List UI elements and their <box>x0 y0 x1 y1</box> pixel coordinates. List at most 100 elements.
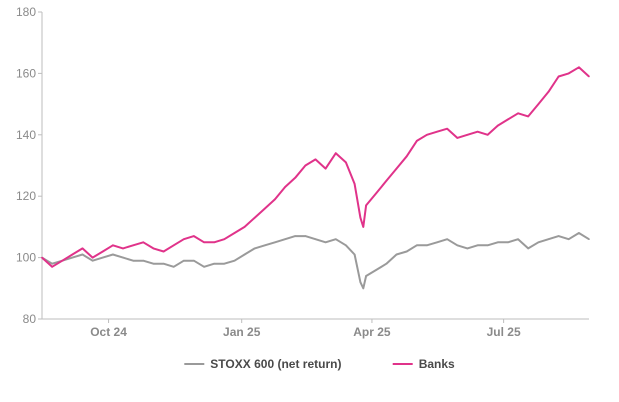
data-point <box>264 244 266 247</box>
data-point <box>486 244 489 247</box>
data-point <box>102 250 104 253</box>
data-point <box>436 241 438 244</box>
data-point <box>132 244 134 247</box>
data-point <box>335 152 337 154</box>
data-point <box>395 167 398 170</box>
legend: STOXX 600 (net return) Banks <box>184 357 455 371</box>
data-point <box>132 259 134 262</box>
data-point <box>274 241 276 244</box>
data-point <box>233 232 236 234</box>
data-point <box>578 66 580 69</box>
data-point <box>466 247 469 250</box>
data-point <box>527 247 529 250</box>
data-point <box>253 216 256 219</box>
data-point <box>142 259 145 262</box>
data-point <box>567 72 570 75</box>
y-tick-label: 100 <box>16 251 36 265</box>
data-point <box>223 238 226 240</box>
data-point <box>183 238 185 240</box>
data-point <box>152 247 155 250</box>
data-point <box>588 75 590 78</box>
data-point <box>213 241 215 244</box>
data-point <box>294 177 297 179</box>
y-tick-label: 140 <box>16 128 36 142</box>
data-point <box>91 256 94 259</box>
data-point <box>476 130 479 133</box>
data-point <box>213 262 215 265</box>
data-point <box>314 238 317 240</box>
data-point <box>304 164 307 167</box>
data-point <box>547 91 550 93</box>
data-point <box>183 259 185 262</box>
data-point <box>284 238 286 240</box>
data-point <box>507 118 509 121</box>
data-point <box>203 266 205 268</box>
data-point <box>51 262 53 265</box>
data-point <box>233 259 236 262</box>
data-point <box>359 281 362 284</box>
data-point <box>41 256 43 259</box>
data-point <box>497 124 499 127</box>
data-point <box>375 269 378 271</box>
data-point <box>122 256 124 259</box>
data-point <box>486 134 489 136</box>
data-point <box>335 238 337 240</box>
data-point <box>578 232 580 234</box>
data-point <box>253 247 256 250</box>
data-point <box>557 75 560 78</box>
data-point <box>416 140 418 142</box>
data-point <box>588 238 590 240</box>
data-point <box>395 253 398 256</box>
data-point <box>81 247 84 250</box>
data-point <box>172 266 175 268</box>
data-point <box>102 256 104 259</box>
data-point <box>359 216 362 219</box>
data-point <box>112 253 114 256</box>
data-point <box>426 244 428 247</box>
data-point <box>112 244 114 247</box>
data-point <box>466 134 469 136</box>
data-point <box>517 238 519 240</box>
series-line-0 <box>41 232 590 290</box>
data-point <box>142 241 145 244</box>
data-point <box>365 275 367 277</box>
series-lines <box>41 66 590 290</box>
data-point <box>264 207 266 210</box>
x-axis: Oct 24 Jan 25 Apr 25 Jul 25 <box>42 318 589 339</box>
y-tick-label: 120 <box>16 189 36 203</box>
data-point <box>314 158 317 161</box>
data-point <box>456 137 459 139</box>
data-point <box>81 253 84 256</box>
data-point <box>507 241 509 244</box>
data-point <box>365 204 367 207</box>
data-point <box>446 127 449 130</box>
data-point <box>162 250 165 253</box>
data-point <box>375 192 378 194</box>
data-point <box>324 241 327 244</box>
data-point <box>426 134 428 136</box>
data-point <box>416 244 418 247</box>
data-point <box>51 266 53 268</box>
data-point <box>517 112 519 115</box>
x-tick-label: Jul 25 <box>487 325 521 339</box>
data-point <box>527 115 529 118</box>
data-point <box>362 226 365 228</box>
data-point <box>61 259 64 262</box>
data-point <box>71 253 74 256</box>
data-point <box>567 238 570 240</box>
data-point <box>91 259 94 262</box>
data-point <box>476 244 479 247</box>
data-point <box>71 256 74 259</box>
data-point <box>193 259 195 262</box>
data-point <box>385 180 388 182</box>
data-point <box>557 235 560 237</box>
data-point <box>537 241 540 244</box>
series-line-1 <box>41 66 590 268</box>
y-tick-label: 80 <box>23 312 37 326</box>
data-point <box>243 226 246 228</box>
y-tick-label: 160 <box>16 66 36 80</box>
data-point <box>497 241 499 244</box>
legend-label: Banks <box>419 357 455 371</box>
x-tick-label: Jan 25 <box>223 325 261 339</box>
